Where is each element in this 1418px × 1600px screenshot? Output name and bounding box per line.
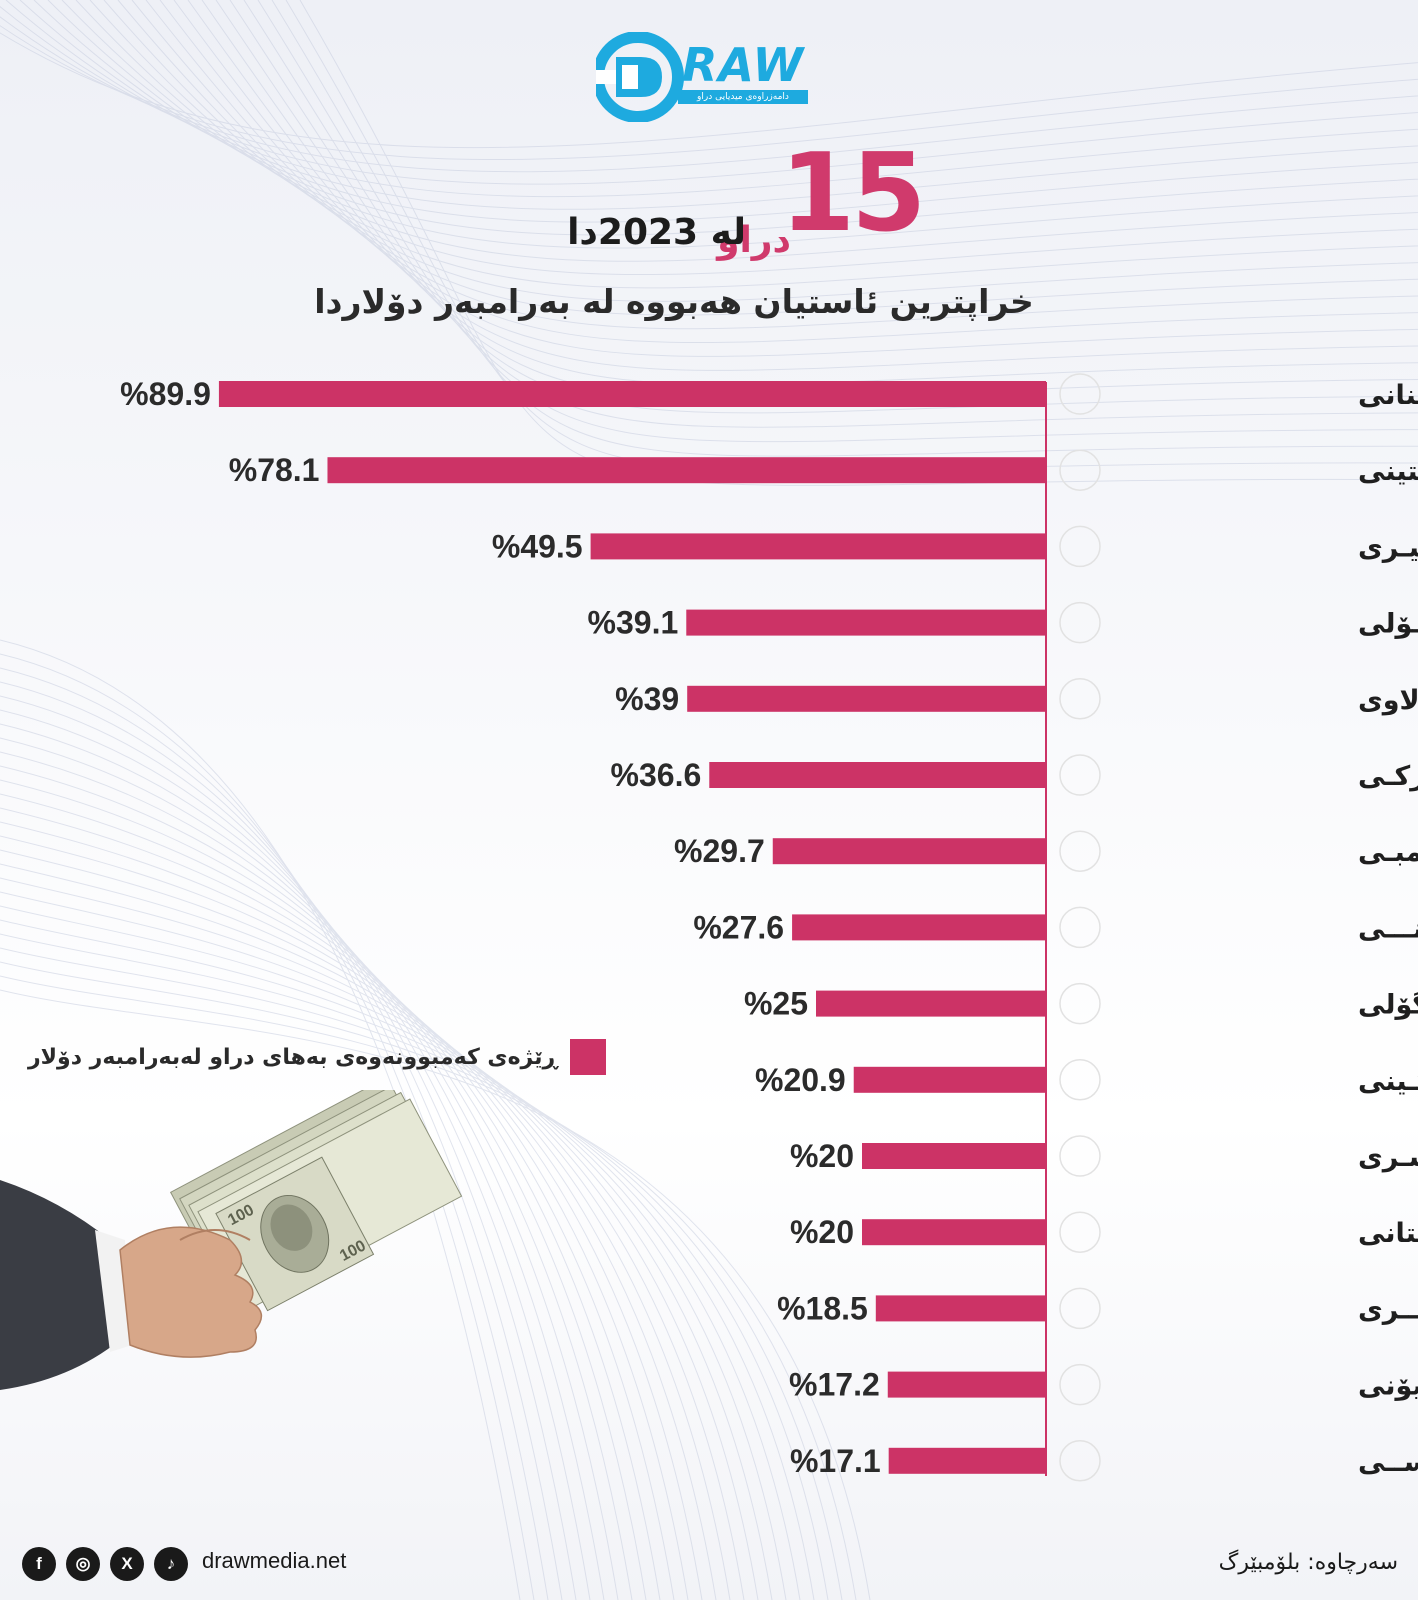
value-label: %39.1 [588,605,679,641]
value-label: %20 [790,1138,854,1174]
category-label: لیـــرەی تورکـی [1358,761,1418,792]
bar [875,1295,1046,1322]
kenya-flag-icon [1059,1059,1101,1101]
source-note: سەرچاوە: بلۆمبێرگ [1218,1550,1398,1575]
liberia-flag-icon [1059,1287,1101,1330]
pakistan-flag-icon [1059,1211,1101,1253]
category-label: ڕوپیەی پاکستانی [1358,1218,1418,1249]
value-label: %29.7 [674,833,765,869]
value-label: %25 [744,986,808,1022]
bar [327,457,1047,484]
instagram-icon[interactable]: ◎ [66,1547,100,1581]
money-hand-illustration: 100 100 [0,1090,463,1390]
bar [687,685,1046,712]
logo-tagline: دامەزراوەی میدیایی دراو [678,90,808,104]
argentina-flag-icon [1059,449,1101,491]
category-label: نیـــرەی نێجیـری [1358,532,1418,563]
bar [218,381,1047,407]
value-label: %17.1 [790,1443,881,1479]
headline-subtitle: خراپترین ئاستیان هەبووە لە بەرامبەر دۆلا… [314,282,1034,321]
value-label: %20 [790,1214,854,1250]
category-label: فرانکـی برونـــی [1358,913,1418,944]
bar [862,1143,1046,1169]
value-label: %20.9 [755,1062,846,1098]
draw-logo: RAW دامەزراوەی میدیایی دراو [596,32,820,122]
social-icons: f ◎ X ♪ [22,1547,188,1581]
chart-legend: ڕێژەی کەمبوونەوەی بەهای دراو لەبەرامبەر … [28,1039,606,1075]
bar [686,609,1046,636]
category-label: شیلینگـی کـینی [1358,1065,1418,1097]
legend-swatch [569,1039,606,1075]
headline-number: 15 [780,131,926,256]
lebanon-flag-icon [1059,373,1101,415]
angola-flag-icon [1059,601,1101,644]
bar [792,914,1046,941]
category-label: لیـــرەی لـوبنانی [1358,380,1418,411]
value-label: %17.2 [789,1367,880,1403]
brunei-flag-icon [1059,906,1101,949]
category-label: ڕۆبڵـی ڕووســی [1358,1445,1418,1478]
bar [816,990,1046,1017]
bar [772,838,1046,865]
legend-label: ڕێژەی کەمبوونەوەی بەهای دراو لەبەرامبەر … [28,1044,558,1070]
category-label: کـوانزای ئەنگـۆلی [1358,608,1418,640]
bar [887,1371,1046,1398]
sierra-leone-flag-icon [1059,1363,1101,1406]
website-link[interactable]: drawmedia.net [202,1548,347,1573]
congo-flag-icon [1059,982,1101,1025]
russia-flag-icon [1059,1440,1101,1482]
value-label: %18.5 [777,1290,868,1326]
malawi-flag-icon [1059,678,1101,720]
headline-word: دراو [717,220,791,261]
bar [590,533,1046,560]
bar [862,1219,1046,1246]
logo-mark-icon [596,32,684,122]
nigeria-flag-icon [1059,525,1101,568]
value-label: %49.5 [492,528,583,564]
category-label: کواشـــای مـالاوی [1358,685,1418,716]
bar [853,1066,1046,1093]
turkey-flag-icon [1059,754,1101,796]
bar [888,1447,1046,1474]
egypt-flag-icon [1059,1135,1101,1177]
value-label: %78.1 [229,452,320,488]
bar [709,762,1046,788]
value-label: %27.6 [693,909,784,945]
category-label: بیـزو ئەرجەنتینی [1358,456,1418,487]
category-label: دۆلاری لیبـــری [1358,1294,1418,1325]
value-label: %89.9 [120,376,211,412]
value-label: %36.6 [611,757,702,793]
tiktok-icon[interactable]: ♪ [154,1547,188,1581]
x-icon[interactable]: X [110,1547,144,1581]
category-label: لیۆنـی سیرالیۆنی [1358,1371,1418,1402]
logo-text: RAW [682,38,805,92]
category-label: کواشـــای زامبـی [1358,837,1418,868]
value-label: %39 [615,681,679,717]
category-label: فرانکـی کۆنگۆلی [1358,989,1418,1021]
facebook-icon[interactable]: f [22,1547,56,1581]
category-label: جونیـەی میسـری [1358,1142,1418,1173]
headline-line1: لە 2023دا [567,212,746,253]
zambia-flag-icon [1059,830,1101,872]
